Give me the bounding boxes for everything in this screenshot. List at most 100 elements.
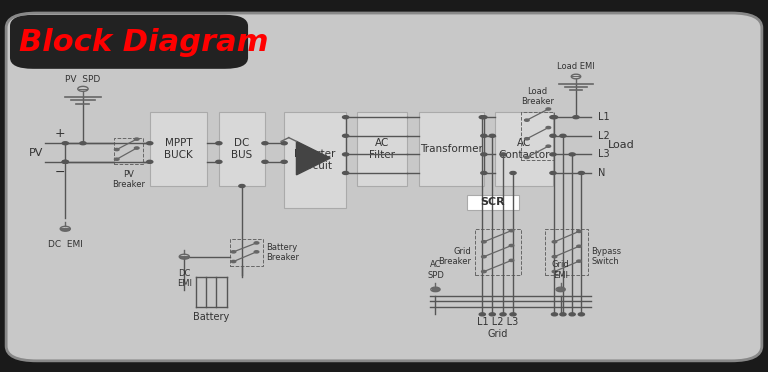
Circle shape bbox=[509, 259, 514, 262]
Text: Inverter
Circuit: Inverter Circuit bbox=[294, 149, 336, 171]
Text: Grid
Breaker: Grid Breaker bbox=[438, 247, 471, 266]
Text: Load: Load bbox=[608, 140, 635, 150]
Circle shape bbox=[578, 313, 584, 316]
Bar bbox=[521, 112, 554, 160]
Circle shape bbox=[577, 260, 581, 262]
Circle shape bbox=[525, 156, 529, 158]
Circle shape bbox=[62, 160, 68, 163]
Circle shape bbox=[550, 171, 556, 174]
Circle shape bbox=[343, 134, 349, 137]
Circle shape bbox=[147, 142, 153, 145]
FancyBboxPatch shape bbox=[495, 112, 553, 186]
Circle shape bbox=[343, 116, 349, 119]
Circle shape bbox=[546, 126, 551, 129]
Circle shape bbox=[550, 153, 556, 156]
Text: DC
BUS: DC BUS bbox=[231, 138, 253, 160]
Circle shape bbox=[481, 171, 487, 174]
Circle shape bbox=[552, 256, 557, 258]
Text: Bypass
Switch: Bypass Switch bbox=[591, 247, 621, 266]
Circle shape bbox=[231, 251, 236, 253]
Bar bbox=[545, 229, 588, 275]
Text: AC
Contactor: AC Contactor bbox=[498, 138, 550, 160]
FancyBboxPatch shape bbox=[467, 195, 519, 210]
Circle shape bbox=[134, 138, 139, 140]
Circle shape bbox=[114, 148, 119, 151]
Circle shape bbox=[482, 241, 486, 243]
Circle shape bbox=[281, 142, 287, 145]
Circle shape bbox=[489, 134, 495, 137]
Circle shape bbox=[262, 160, 268, 163]
Circle shape bbox=[546, 145, 551, 147]
Circle shape bbox=[552, 270, 557, 273]
Text: Battery: Battery bbox=[193, 312, 230, 323]
Circle shape bbox=[216, 160, 222, 163]
Text: Block Diagram: Block Diagram bbox=[19, 28, 269, 57]
FancyBboxPatch shape bbox=[284, 112, 346, 208]
FancyBboxPatch shape bbox=[6, 13, 762, 361]
Circle shape bbox=[281, 160, 287, 163]
Text: DC  EMI: DC EMI bbox=[48, 240, 83, 249]
Circle shape bbox=[134, 147, 139, 149]
Text: MPPT
BUCK: MPPT BUCK bbox=[164, 138, 193, 160]
Bar bbox=[230, 239, 263, 266]
Text: L1 L2 L3
Grid: L1 L2 L3 Grid bbox=[477, 317, 518, 339]
Circle shape bbox=[500, 153, 506, 156]
Circle shape bbox=[551, 116, 558, 119]
Text: −: − bbox=[55, 166, 65, 179]
Circle shape bbox=[62, 160, 68, 163]
Text: N: N bbox=[598, 168, 605, 178]
Circle shape bbox=[114, 158, 119, 160]
Circle shape bbox=[500, 313, 506, 316]
Text: PV  SPD: PV SPD bbox=[65, 75, 101, 84]
Text: PV: PV bbox=[29, 148, 44, 157]
Circle shape bbox=[479, 313, 485, 316]
Text: Battery
Breaker: Battery Breaker bbox=[266, 243, 300, 262]
Circle shape bbox=[216, 142, 222, 145]
Circle shape bbox=[509, 244, 514, 247]
Text: Load
Breaker: Load Breaker bbox=[521, 87, 554, 106]
Circle shape bbox=[546, 108, 551, 110]
Circle shape bbox=[481, 116, 487, 119]
Circle shape bbox=[552, 241, 557, 243]
Circle shape bbox=[577, 245, 581, 247]
Circle shape bbox=[262, 142, 268, 145]
Circle shape bbox=[254, 251, 259, 253]
Circle shape bbox=[560, 134, 566, 137]
Circle shape bbox=[343, 153, 349, 156]
Text: Grid
EMI: Grid EMI bbox=[551, 260, 570, 280]
Circle shape bbox=[482, 270, 486, 273]
Circle shape bbox=[147, 160, 153, 163]
Text: +: + bbox=[55, 126, 65, 140]
Text: SCR: SCR bbox=[481, 198, 505, 207]
Circle shape bbox=[578, 171, 584, 174]
FancyBboxPatch shape bbox=[419, 112, 484, 186]
Bar bbox=[114, 138, 143, 164]
Text: L1: L1 bbox=[598, 112, 609, 122]
Circle shape bbox=[231, 260, 236, 263]
Circle shape bbox=[239, 185, 245, 187]
Circle shape bbox=[560, 313, 566, 316]
FancyBboxPatch shape bbox=[10, 15, 248, 69]
Circle shape bbox=[525, 138, 529, 140]
Circle shape bbox=[481, 153, 487, 156]
Circle shape bbox=[481, 134, 487, 137]
Text: PV
Breaker: PV Breaker bbox=[112, 170, 144, 189]
Text: Transformer: Transformer bbox=[420, 144, 482, 154]
Text: AC
SPD: AC SPD bbox=[427, 260, 444, 280]
Circle shape bbox=[482, 256, 486, 258]
Text: DC
EMI: DC EMI bbox=[177, 269, 192, 288]
Circle shape bbox=[510, 313, 516, 316]
Text: Load EMI: Load EMI bbox=[557, 62, 595, 71]
FancyBboxPatch shape bbox=[219, 112, 265, 186]
FancyBboxPatch shape bbox=[150, 112, 207, 186]
Circle shape bbox=[550, 134, 556, 137]
Circle shape bbox=[62, 142, 68, 145]
Circle shape bbox=[525, 119, 529, 121]
Circle shape bbox=[343, 171, 349, 174]
Circle shape bbox=[254, 242, 259, 244]
Circle shape bbox=[577, 230, 581, 232]
Text: L2: L2 bbox=[598, 131, 609, 141]
Circle shape bbox=[551, 313, 558, 316]
Circle shape bbox=[510, 171, 516, 174]
Circle shape bbox=[489, 313, 495, 316]
